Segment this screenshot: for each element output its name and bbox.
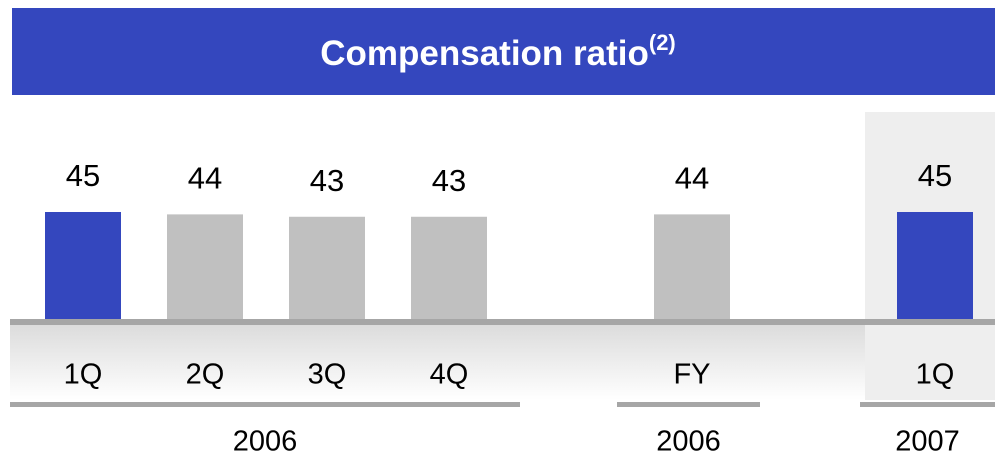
value-label: 43 [432,163,466,198]
value-label: 45 [918,158,952,193]
bar [167,214,243,319]
bar [289,216,365,319]
group-underline [617,402,760,407]
group-label: 2006 [233,426,298,458]
bar [654,214,730,319]
baseline [10,319,995,325]
value-label: 43 [310,163,344,198]
x-tick-label: FY [673,359,710,391]
highlight-band [865,325,995,400]
title-banner [12,8,995,95]
group-underline [860,402,995,407]
x-tick-label: 4Q [430,359,469,391]
title-text: Compensation ratio [320,34,649,73]
value-label: 45 [66,158,100,193]
title-note: (2) [649,30,676,55]
x-tick-label: 1Q [64,359,103,391]
category-band [10,325,995,400]
bar [897,212,973,319]
x-tick-label: 2Q [186,359,225,391]
x-tick-label: 3Q [308,359,347,391]
bar [411,216,487,319]
group-label: 2006 [656,426,721,458]
group-label: 2007 [895,426,960,458]
x-tick-label: 1Q [916,359,955,391]
value-label: 44 [675,161,709,196]
bar [45,212,121,319]
group-underline [10,402,520,407]
value-label: 44 [188,161,222,196]
chart-title: Compensation ratio(2) [320,30,676,73]
